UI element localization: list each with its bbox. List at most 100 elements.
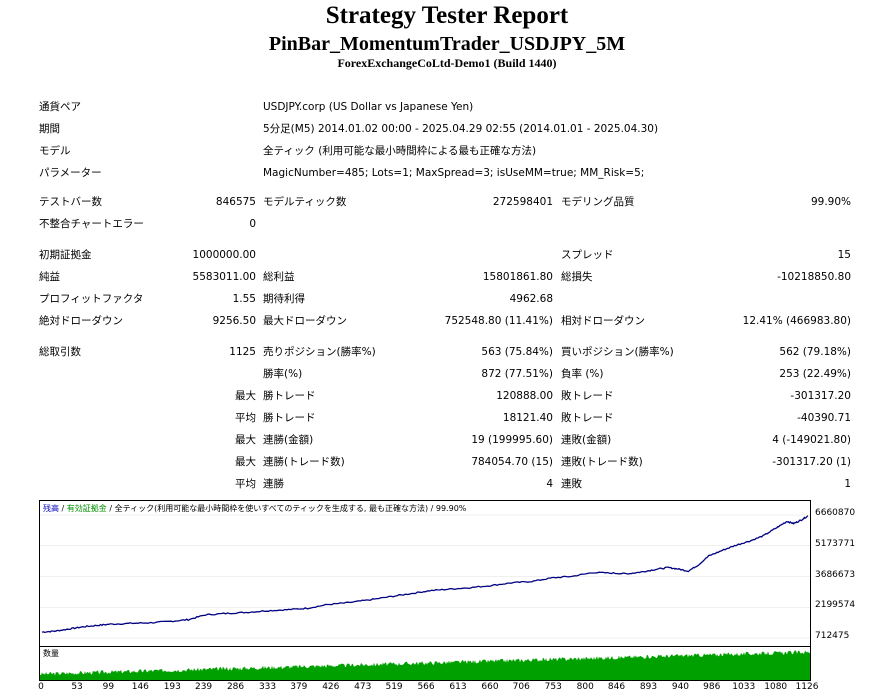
parameters-value: MagicNumber=485; Lots=1; MaxSpread=3; is… [263, 167, 645, 179]
average-prefix: 平均 [235, 412, 256, 424]
period-label: 期間 [39, 123, 60, 135]
maximal-drawdown-value: 752548.80 (11.41%) [444, 315, 553, 327]
x-tick-label: 519 [385, 682, 403, 692]
total-trades-value: 1125 [229, 346, 256, 358]
average-win-label: 勝トレード [263, 412, 316, 424]
errors-value: 0 [249, 218, 256, 230]
ticks-label: モデルティック数 [263, 196, 347, 208]
gross-loss-value: -10218850.80 [777, 271, 851, 283]
x-tick-label: 426 [322, 682, 340, 692]
strategy-name: PinBar_MomentumTrader_USDJPY_5M [268, 33, 626, 55]
model-label: モデル [39, 145, 71, 157]
volume-label: 数量 [43, 649, 59, 658]
volume-chart: 数量 [39, 646, 811, 681]
average-loss-label: 敗トレード [561, 412, 614, 424]
x-tick-label: 0 [38, 682, 44, 692]
quality-label: モデリング品質 [561, 196, 635, 208]
win-rate-value: 872 (77.51%) [481, 368, 553, 380]
x-tick-label: 473 [354, 682, 372, 692]
short-positions-label: 売りポジション(勝率%) [263, 346, 376, 358]
broker-build: ForexExchangeCoLtd-Demo1 (Build 1440) [337, 56, 557, 70]
balance-chart: 残高 / 有効証拠金 / 全ティック(利用可能な最小時間枠を使いすべてのティック… [39, 500, 811, 647]
profit-factor-value: 1.55 [232, 293, 256, 305]
bars-value: 846575 [215, 196, 256, 208]
win-rate-label: 勝率(%) [263, 368, 303, 380]
x-tick-label: 986 [703, 682, 721, 692]
short-positions-value: 563 (75.84%) [481, 346, 553, 358]
absolute-drawdown-label: 絶対ドローダウン [39, 315, 123, 327]
y-tick-label: 3686673 [815, 569, 856, 580]
volume-bars [40, 650, 810, 680]
y-tick-label: 712475 [815, 631, 850, 641]
model-value: 全ティック (利用可能な最小時間枠による最も正確な方法) [263, 145, 537, 157]
profit-factor-label: プロフィットファクタ [39, 293, 144, 305]
long-positions-value: 562 (79.18%) [779, 346, 851, 358]
x-tick-label: 1126 [795, 682, 819, 692]
bars-label: テストバー数 [39, 196, 102, 208]
symbol-label: 通貨ペア [39, 101, 81, 113]
x-tick-label: 893 [639, 682, 658, 692]
symbol-value: USDJPY.corp (US Dollar vs Japanese Yen) [263, 101, 474, 113]
parameters-label: パラメーター [39, 167, 102, 179]
x-tick-label: 660 [481, 682, 499, 692]
max-consecutive-loss-amount-value: -301317.20 (1) [772, 456, 851, 468]
net-profit-label: 純益 [39, 271, 60, 283]
x-tick-label: 1033 [732, 682, 756, 692]
max-consecutive-loss-amount-label: 連敗(トレード数) [561, 456, 643, 468]
average-consecutive-losses-value: 1 [844, 478, 851, 490]
legend-equity: 有効証拠金 [66, 504, 107, 513]
x-tick-label: 613 [449, 682, 467, 692]
x-tick-label: 379 [290, 682, 308, 692]
largest-loss-label: 敗トレード [561, 390, 614, 402]
balance-line [41, 515, 809, 633]
maximum-prefix-1: 最大 [235, 434, 256, 446]
max-consecutive-profit-label: 連勝(トレード数) [263, 456, 345, 468]
deposit-value: 1000000.00 [192, 249, 256, 261]
y-tick-label: 2199574 [815, 600, 856, 611]
x-tick-label: 99 [102, 682, 115, 692]
x-tick-label: 53 [71, 682, 83, 692]
loss-rate-value: 253 (22.49%) [779, 368, 851, 380]
x-tick-label: 1080 [764, 682, 788, 692]
quality-value: 99.90% [810, 196, 851, 208]
total-trades-label: 総取引数 [39, 346, 81, 358]
x-tick-label: 333 [258, 682, 277, 692]
expected-payoff-value: 4962.68 [509, 293, 553, 305]
deposit-label: 初期証拠金 [39, 249, 92, 261]
average-loss-value: -40390.71 [797, 412, 851, 424]
x-tick-label: 566 [417, 682, 435, 692]
largest-win-value: 120888.00 [496, 390, 553, 402]
x-tick-label: 706 [512, 682, 530, 692]
x-tick-label: 800 [576, 682, 594, 692]
spread-label: スプレッド [561, 249, 614, 261]
maximum-prefix-2: 最大 [235, 456, 256, 468]
y-tick-label: 5173771 [815, 538, 856, 549]
legend-quality: 99.90% [435, 504, 467, 513]
average-win-value: 18121.40 [502, 412, 553, 424]
average-consecutive-wins-value: 4 [546, 478, 553, 490]
gross-loss-label: 総損失 [561, 271, 593, 283]
x-tick-label: 286 [226, 682, 245, 692]
relative-drawdown-label: 相対ドローダウン [561, 315, 645, 327]
max-consecutive-losses-value: 4 (-149021.80) [772, 434, 851, 446]
legend-balance: 残高 [43, 504, 59, 513]
average-consecutive-losses-label: 連敗 [561, 478, 582, 490]
x-tick-label: 193 [163, 682, 181, 692]
average-consecutive-wins-label: 連勝 [263, 478, 284, 490]
x-tick-label: 146 [131, 682, 149, 692]
loss-rate-label: 負率 (%) [561, 368, 604, 380]
relative-drawdown-value: 12.41% (466983.80) [742, 315, 851, 327]
y-tick-label: 6660870 [815, 508, 856, 518]
expected-payoff-label: 期待利得 [263, 293, 305, 305]
gross-profit-value: 15801861.80 [482, 271, 553, 283]
long-positions-label: 買いポジション(勝率%) [561, 346, 674, 358]
max-consecutive-losses-label: 連敗(金額) [561, 434, 612, 446]
x-tick-label: 940 [671, 682, 690, 692]
legend-model: 全ティック(利用可能な最小時間枠を使いすべてのティックを生成する, 最も正確な方… [114, 504, 429, 513]
maximal-drawdown-label: 最大ドローダウン [263, 315, 347, 327]
report-title: Strategy Tester Report [325, 2, 569, 29]
largest-win-label: 勝トレード [263, 390, 316, 402]
chart-legend: 残高 / 有効証拠金 / 全ティック(利用可能な最小時間枠を使いすべてのティック… [43, 504, 467, 513]
max-consecutive-wins-value: 19 (199995.60) [471, 434, 553, 446]
largest-prefix: 最大 [235, 390, 256, 402]
